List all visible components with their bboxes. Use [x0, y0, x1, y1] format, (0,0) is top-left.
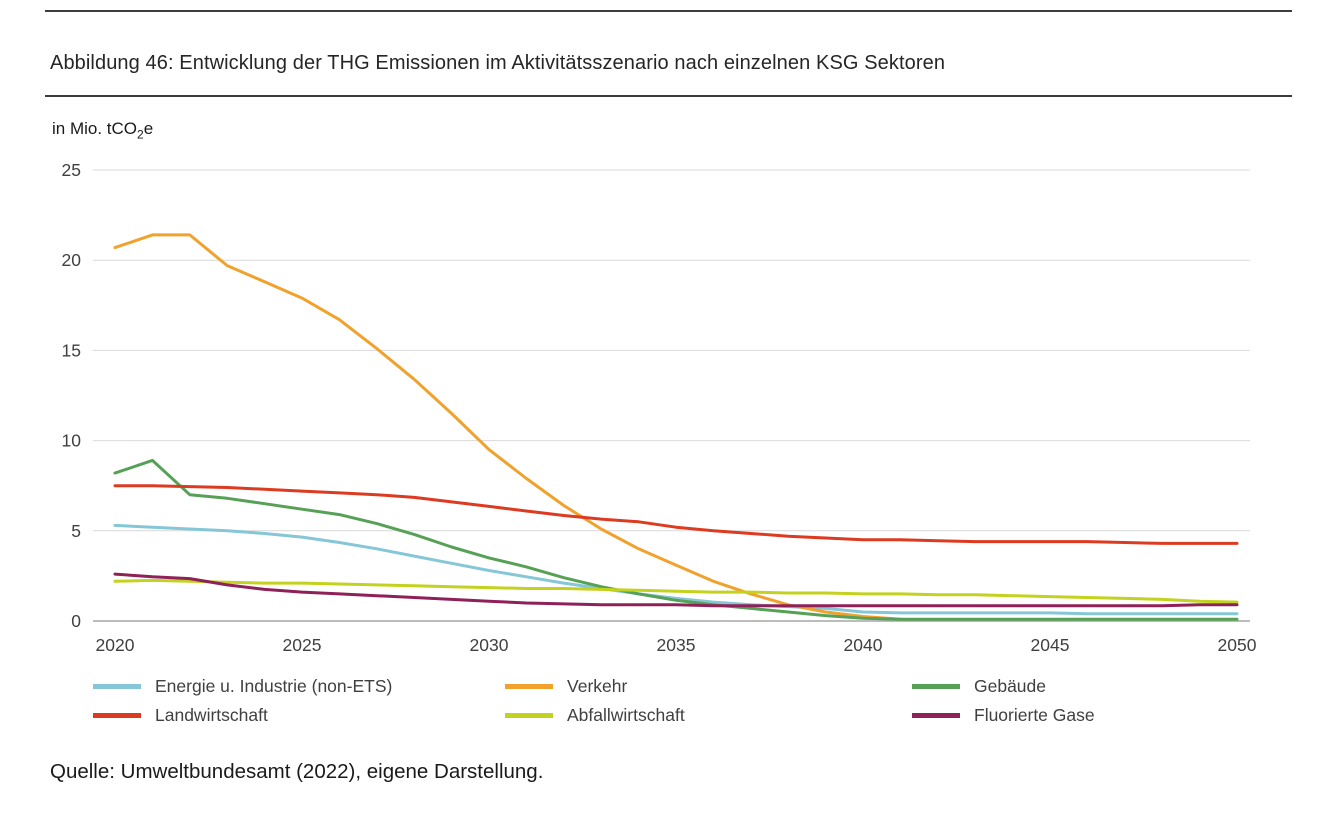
y-tick-label: 0	[71, 611, 81, 631]
legend-marker-energie-industrie	[93, 684, 141, 689]
unit-subscript: 2	[137, 127, 144, 142]
legend-marker-fluorierte-gase	[912, 713, 960, 718]
x-tick-label: 2050	[1218, 635, 1257, 655]
legend-marker-verkehr	[505, 684, 553, 689]
top-rule	[45, 10, 1292, 12]
legend-label-fluorierte-gase: Fluorierte Gase	[974, 705, 1095, 725]
legend-marker-abfallwirtschaft	[505, 713, 553, 718]
source-attribution: Quelle: Umweltbundesamt (2022), eigene D…	[50, 760, 544, 783]
legend-item-landwirtschaft: Landwirtschaft	[93, 701, 505, 730]
unit-prefix: in Mio. tCO	[52, 119, 138, 138]
y-tick-label: 15	[62, 340, 81, 360]
x-tick-label: 2020	[96, 635, 135, 655]
title-divider-rule	[45, 95, 1292, 97]
x-tick-label: 2025	[283, 635, 322, 655]
series-line-0	[113, 523, 1239, 616]
series-line-3	[113, 484, 1239, 545]
legend-marker-gebaeude	[912, 684, 960, 689]
y-tick-label: 25	[62, 160, 81, 180]
chart-legend: Energie u. Industrie (non-ETS) Verkehr G…	[93, 672, 1253, 730]
legend-marker-landwirtschaft	[93, 713, 141, 718]
series-line-1	[113, 233, 902, 621]
x-tick-label: 2030	[470, 635, 509, 655]
y-tick-label: 5	[71, 521, 81, 541]
series-line-5	[113, 572, 1239, 608]
legend-label-landwirtschaft: Landwirtschaft	[155, 705, 268, 725]
legend-item-energie-industrie: Energie u. Industrie (non-ETS)	[93, 672, 505, 701]
legend-item-verkehr: Verkehr	[505, 672, 912, 701]
series-line-4	[113, 578, 1239, 604]
legend-label-abfallwirtschaft: Abfallwirtschaft	[567, 705, 685, 725]
figure-title: Abbildung 46: Entwicklung der THG Emissi…	[50, 52, 946, 74]
y-tick-label: 20	[62, 250, 82, 270]
unit-suffix: e	[143, 119, 154, 138]
y-tick-label: 10	[62, 431, 82, 451]
legend-item-gebaeude: Gebäude	[912, 672, 1253, 701]
x-tick-label: 2035	[657, 635, 696, 655]
legend-label-gebaeude: Gebäude	[974, 676, 1047, 696]
legend-item-fluorierte-gase: Fluorierte Gase	[912, 701, 1253, 730]
series-line-2	[113, 458, 1239, 621]
y-axis-unit-label: in Mio. tCO2e	[52, 119, 153, 141]
legend-label-energie-industrie: Energie u. Industrie (non-ETS)	[155, 676, 393, 696]
x-tick-label: 2040	[844, 635, 883, 655]
legend-label-verkehr: Verkehr	[567, 676, 628, 696]
x-tick-label: 2045	[1031, 635, 1070, 655]
legend-item-abfallwirtschaft: Abfallwirtschaft	[505, 701, 912, 730]
